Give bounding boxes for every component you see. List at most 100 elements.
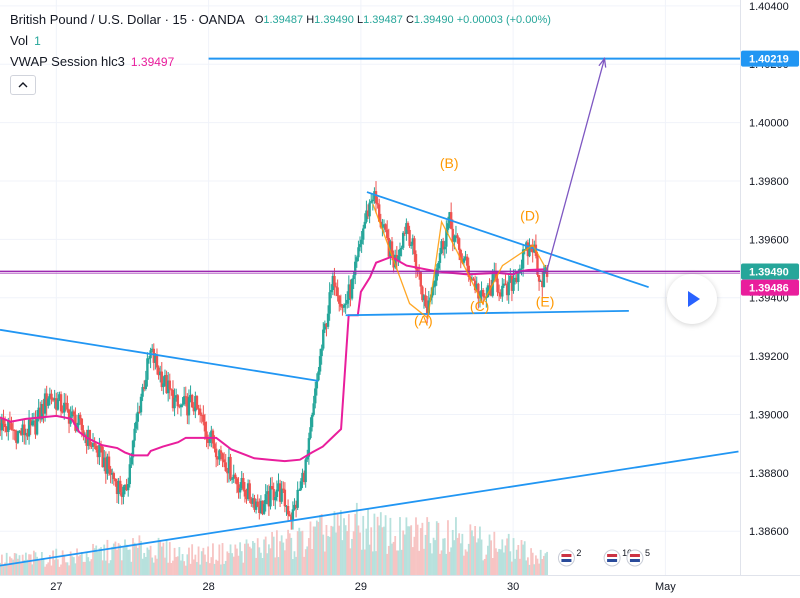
volume-bar — [490, 540, 493, 575]
candle-body — [294, 504, 298, 508]
candle-body — [21, 424, 24, 435]
volume-label[interactable]: Vol — [10, 33, 29, 48]
volume-row: Vol 1 — [10, 30, 551, 51]
candle-body — [0, 419, 4, 431]
volume-bar — [336, 512, 339, 575]
candle-body — [171, 389, 175, 409]
candle-body — [459, 249, 462, 261]
flag-stripe — [629, 554, 640, 557]
time-axis: 27 28 29 30 May — [0, 575, 800, 593]
candle-body — [24, 432, 28, 436]
candle-body — [109, 469, 112, 475]
candle-body — [352, 275, 355, 280]
candle-body — [368, 202, 371, 217]
candle-body — [384, 224, 387, 230]
candle-body — [536, 255, 539, 275]
candle-body — [226, 471, 229, 474]
volume-bar — [304, 549, 307, 575]
volume-bar — [71, 556, 74, 575]
candle-body — [208, 439, 211, 443]
candle-body — [222, 459, 226, 463]
candle-body — [66, 403, 69, 410]
candle-body — [365, 210, 368, 222]
volume-bar — [132, 538, 134, 575]
candle-body — [520, 268, 523, 270]
volume-bar — [384, 515, 387, 575]
volume-bar — [352, 531, 355, 575]
flag-stripe — [607, 559, 618, 562]
volume-bar — [32, 550, 35, 575]
replay-play-button[interactable] — [667, 274, 717, 324]
volume-bar — [103, 544, 106, 575]
volume-bar — [525, 560, 528, 575]
event-count: 5 — [645, 548, 650, 558]
candle-body — [502, 283, 506, 286]
candle-body — [473, 280, 477, 291]
candle-body — [35, 418, 39, 435]
candle-body — [37, 407, 40, 419]
candle-body — [111, 473, 114, 475]
symbol-title[interactable]: British Pound / U.S. Dollar · 15 · OANDA — [10, 12, 245, 27]
candle-body — [218, 450, 221, 460]
candle-body — [541, 280, 544, 288]
candle-body — [363, 221, 367, 229]
candle-body — [157, 367, 160, 376]
candle-body — [123, 484, 127, 487]
price-axis-bg — [740, 0, 800, 598]
volume-bar — [29, 554, 32, 575]
volume-bar — [69, 551, 72, 575]
volume-bar — [44, 566, 46, 575]
candle-body — [243, 489, 247, 497]
candle-body — [342, 304, 346, 308]
volume-bar — [136, 547, 139, 575]
candle-body — [227, 456, 231, 474]
candle-body — [31, 421, 34, 426]
candle-body — [104, 457, 108, 474]
candle-body — [312, 403, 315, 415]
volume-bar — [64, 562, 67, 575]
candle-body — [51, 399, 55, 401]
candle-body — [213, 443, 216, 449]
volume-bar — [296, 531, 299, 575]
triangle-pattern-path — [372, 204, 546, 320]
candle-body — [190, 395, 194, 408]
volume-bar — [288, 533, 291, 575]
collapse-legend-button[interactable] — [10, 75, 36, 95]
volume-bar — [485, 554, 488, 575]
volume-bar — [512, 538, 515, 575]
volume-bar — [173, 547, 176, 575]
volume-bar — [159, 540, 162, 575]
volume-bar — [36, 556, 38, 575]
price-tick-label: 1.39000 — [749, 409, 789, 421]
price-tick-label: 1.40000 — [749, 118, 789, 130]
volume-bar — [61, 550, 64, 575]
volume-bar — [199, 564, 202, 575]
candle-body — [370, 201, 373, 203]
time-tick-label: 29 — [355, 581, 367, 593]
candle-body — [507, 282, 510, 296]
candle-body — [315, 380, 319, 389]
volume-bar — [507, 533, 510, 575]
volume-bar — [293, 551, 296, 575]
volume-bar — [196, 562, 198, 575]
price-tag — [741, 50, 799, 67]
volume-bar — [546, 551, 548, 575]
candle-body — [475, 283, 478, 291]
volume-bar — [410, 525, 413, 575]
volume-bar — [151, 557, 154, 575]
volume-bar — [114, 541, 117, 575]
candle-body — [539, 280, 542, 282]
candle-body — [136, 411, 139, 422]
volume-bar — [210, 557, 213, 575]
candle-body — [147, 358, 151, 360]
candle-body — [170, 389, 173, 391]
candle-body — [79, 414, 82, 419]
candle-body — [510, 275, 514, 291]
volume-bar — [335, 532, 337, 575]
candle-body — [338, 296, 341, 304]
vwap-label[interactable]: VWAP Session hlc3 — [10, 54, 125, 69]
volume-bar — [76, 548, 78, 575]
volume-bar — [52, 550, 54, 575]
event-count: 2 — [576, 548, 581, 558]
